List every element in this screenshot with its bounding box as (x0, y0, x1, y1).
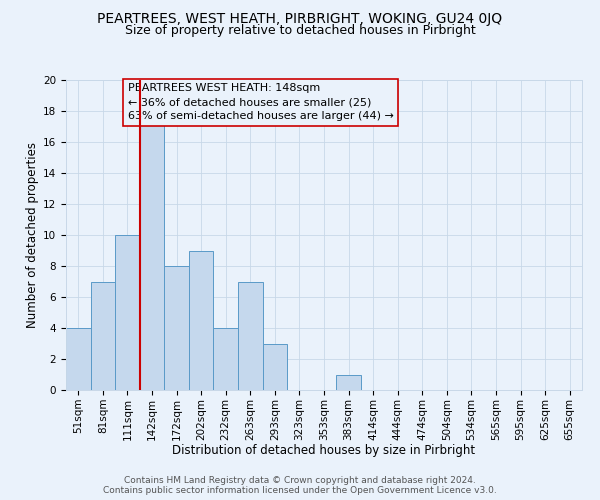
Bar (140, 111, 164, 390)
X-axis label: Distribution of detached houses by size in Pirbright: Distribution of detached houses by size … (172, 444, 476, 457)
Bar (214, 328, 238, 390)
Text: Contains HM Land Registry data © Crown copyright and database right 2024.
Contai: Contains HM Land Registry data © Crown c… (103, 476, 497, 495)
Bar (336, 374, 361, 390)
Bar (115, 235, 140, 390)
Text: PEARTREES, WEST HEATH, PIRBRIGHT, WOKING, GU24 0JQ: PEARTREES, WEST HEATH, PIRBRIGHT, WOKING… (97, 12, 503, 26)
Bar (238, 282, 263, 390)
Text: PEARTREES WEST HEATH: 148sqm
← 36% of detached houses are smaller (25)
63% of se: PEARTREES WEST HEATH: 148sqm ← 36% of de… (128, 83, 394, 121)
Bar (66, 328, 91, 390)
Bar (164, 266, 189, 390)
Y-axis label: Number of detached properties: Number of detached properties (26, 142, 39, 328)
Bar (263, 344, 287, 390)
Bar (189, 250, 214, 390)
Text: Size of property relative to detached houses in Pirbright: Size of property relative to detached ho… (125, 24, 475, 37)
Bar (91, 282, 115, 390)
